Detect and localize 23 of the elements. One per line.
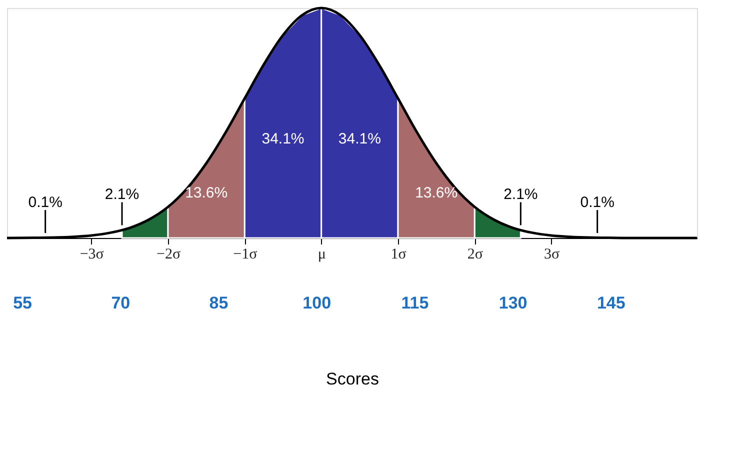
annotation: 2.1%	[504, 186, 538, 204]
annotation: 34.1%	[262, 130, 304, 148]
annotation: 0.1%	[28, 194, 62, 212]
x-tick-label: 3σ	[544, 246, 560, 262]
annotation: 2.1%	[104, 186, 140, 204]
x2-tick-label: 130	[498, 294, 528, 312]
x-tick-label: −3σ	[80, 246, 104, 262]
x2-tick-label: 70	[111, 294, 130, 312]
annotation: 34.1%	[338, 130, 381, 148]
annotation: 0.1%	[580, 194, 614, 212]
x2-axis-title: Scores	[326, 370, 379, 388]
x-tick-label: −2σ	[156, 246, 181, 262]
x-tick-label: −1σ	[233, 246, 258, 262]
x-tick-label: μ	[318, 246, 326, 262]
x-tick-label: 2σ	[467, 246, 483, 262]
x2-tick-label: 145	[596, 294, 626, 312]
x2-tick-label: 85	[209, 294, 228, 312]
annotation: 13.6%	[185, 184, 228, 202]
x2-tick-label: 100	[302, 294, 332, 312]
x2-tick-label: 115	[401, 294, 429, 312]
annotation: 13.6%	[415, 184, 458, 202]
x2-tick-label: 55	[13, 294, 32, 312]
x-tick-label: 1σ	[390, 246, 406, 262]
